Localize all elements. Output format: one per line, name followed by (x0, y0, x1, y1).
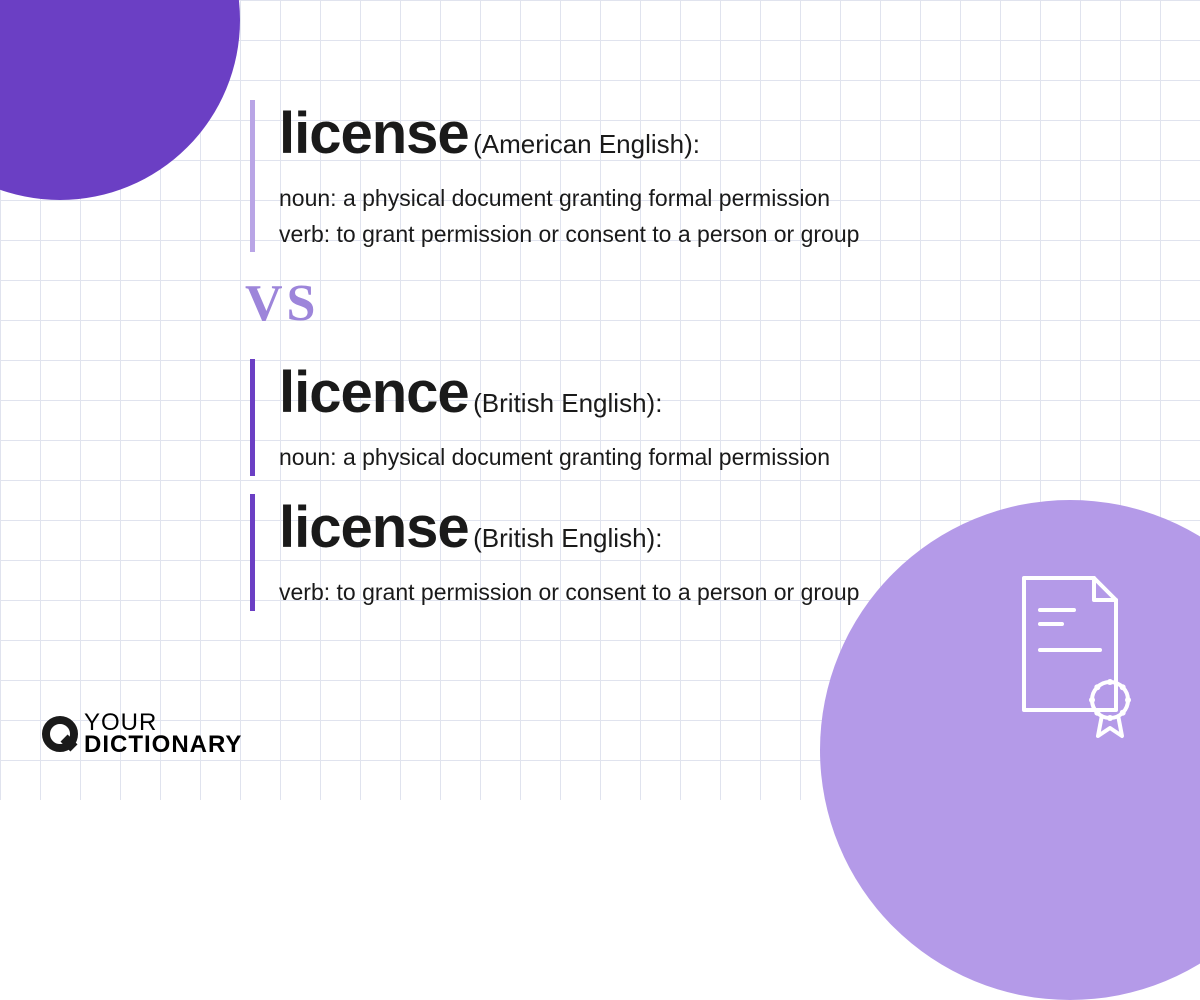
definition-verb: verb: to grant permission or consent to … (279, 217, 1120, 253)
headword: license (279, 495, 469, 560)
definition-noun: noun: a physical document granting forma… (279, 181, 1120, 217)
headword: license (279, 101, 469, 166)
word-line: licence (British English): (279, 359, 1120, 426)
variant-label: (American English): (473, 129, 700, 159)
vs-separator: VS (245, 274, 1120, 333)
word-line: license (British English): (279, 494, 1120, 561)
word-line: license (American English): (279, 100, 1120, 167)
entry-licence-british: licence (British English): noun: a physi… (250, 359, 1120, 476)
yourdictionary-logo: YOUR DICTIONARY (42, 712, 242, 756)
logo-text: YOUR DICTIONARY (84, 712, 242, 756)
entry-license-british: license (British English): verb: to gran… (250, 494, 1120, 611)
logo-mark-icon (42, 716, 78, 752)
certificate-icon (1004, 570, 1144, 740)
logo-line2: DICTIONARY (84, 734, 242, 756)
variant-label: (British English): (473, 388, 662, 418)
definition-noun: noun: a physical document granting forma… (279, 440, 1120, 476)
definition-verb: verb: to grant permission or consent to … (279, 575, 1120, 611)
variant-label: (British English): (473, 523, 662, 553)
main-content: license (American English): noun: a phys… (250, 100, 1120, 629)
headword: licence (279, 360, 469, 425)
entry-license-american: license (American English): noun: a phys… (250, 100, 1120, 252)
